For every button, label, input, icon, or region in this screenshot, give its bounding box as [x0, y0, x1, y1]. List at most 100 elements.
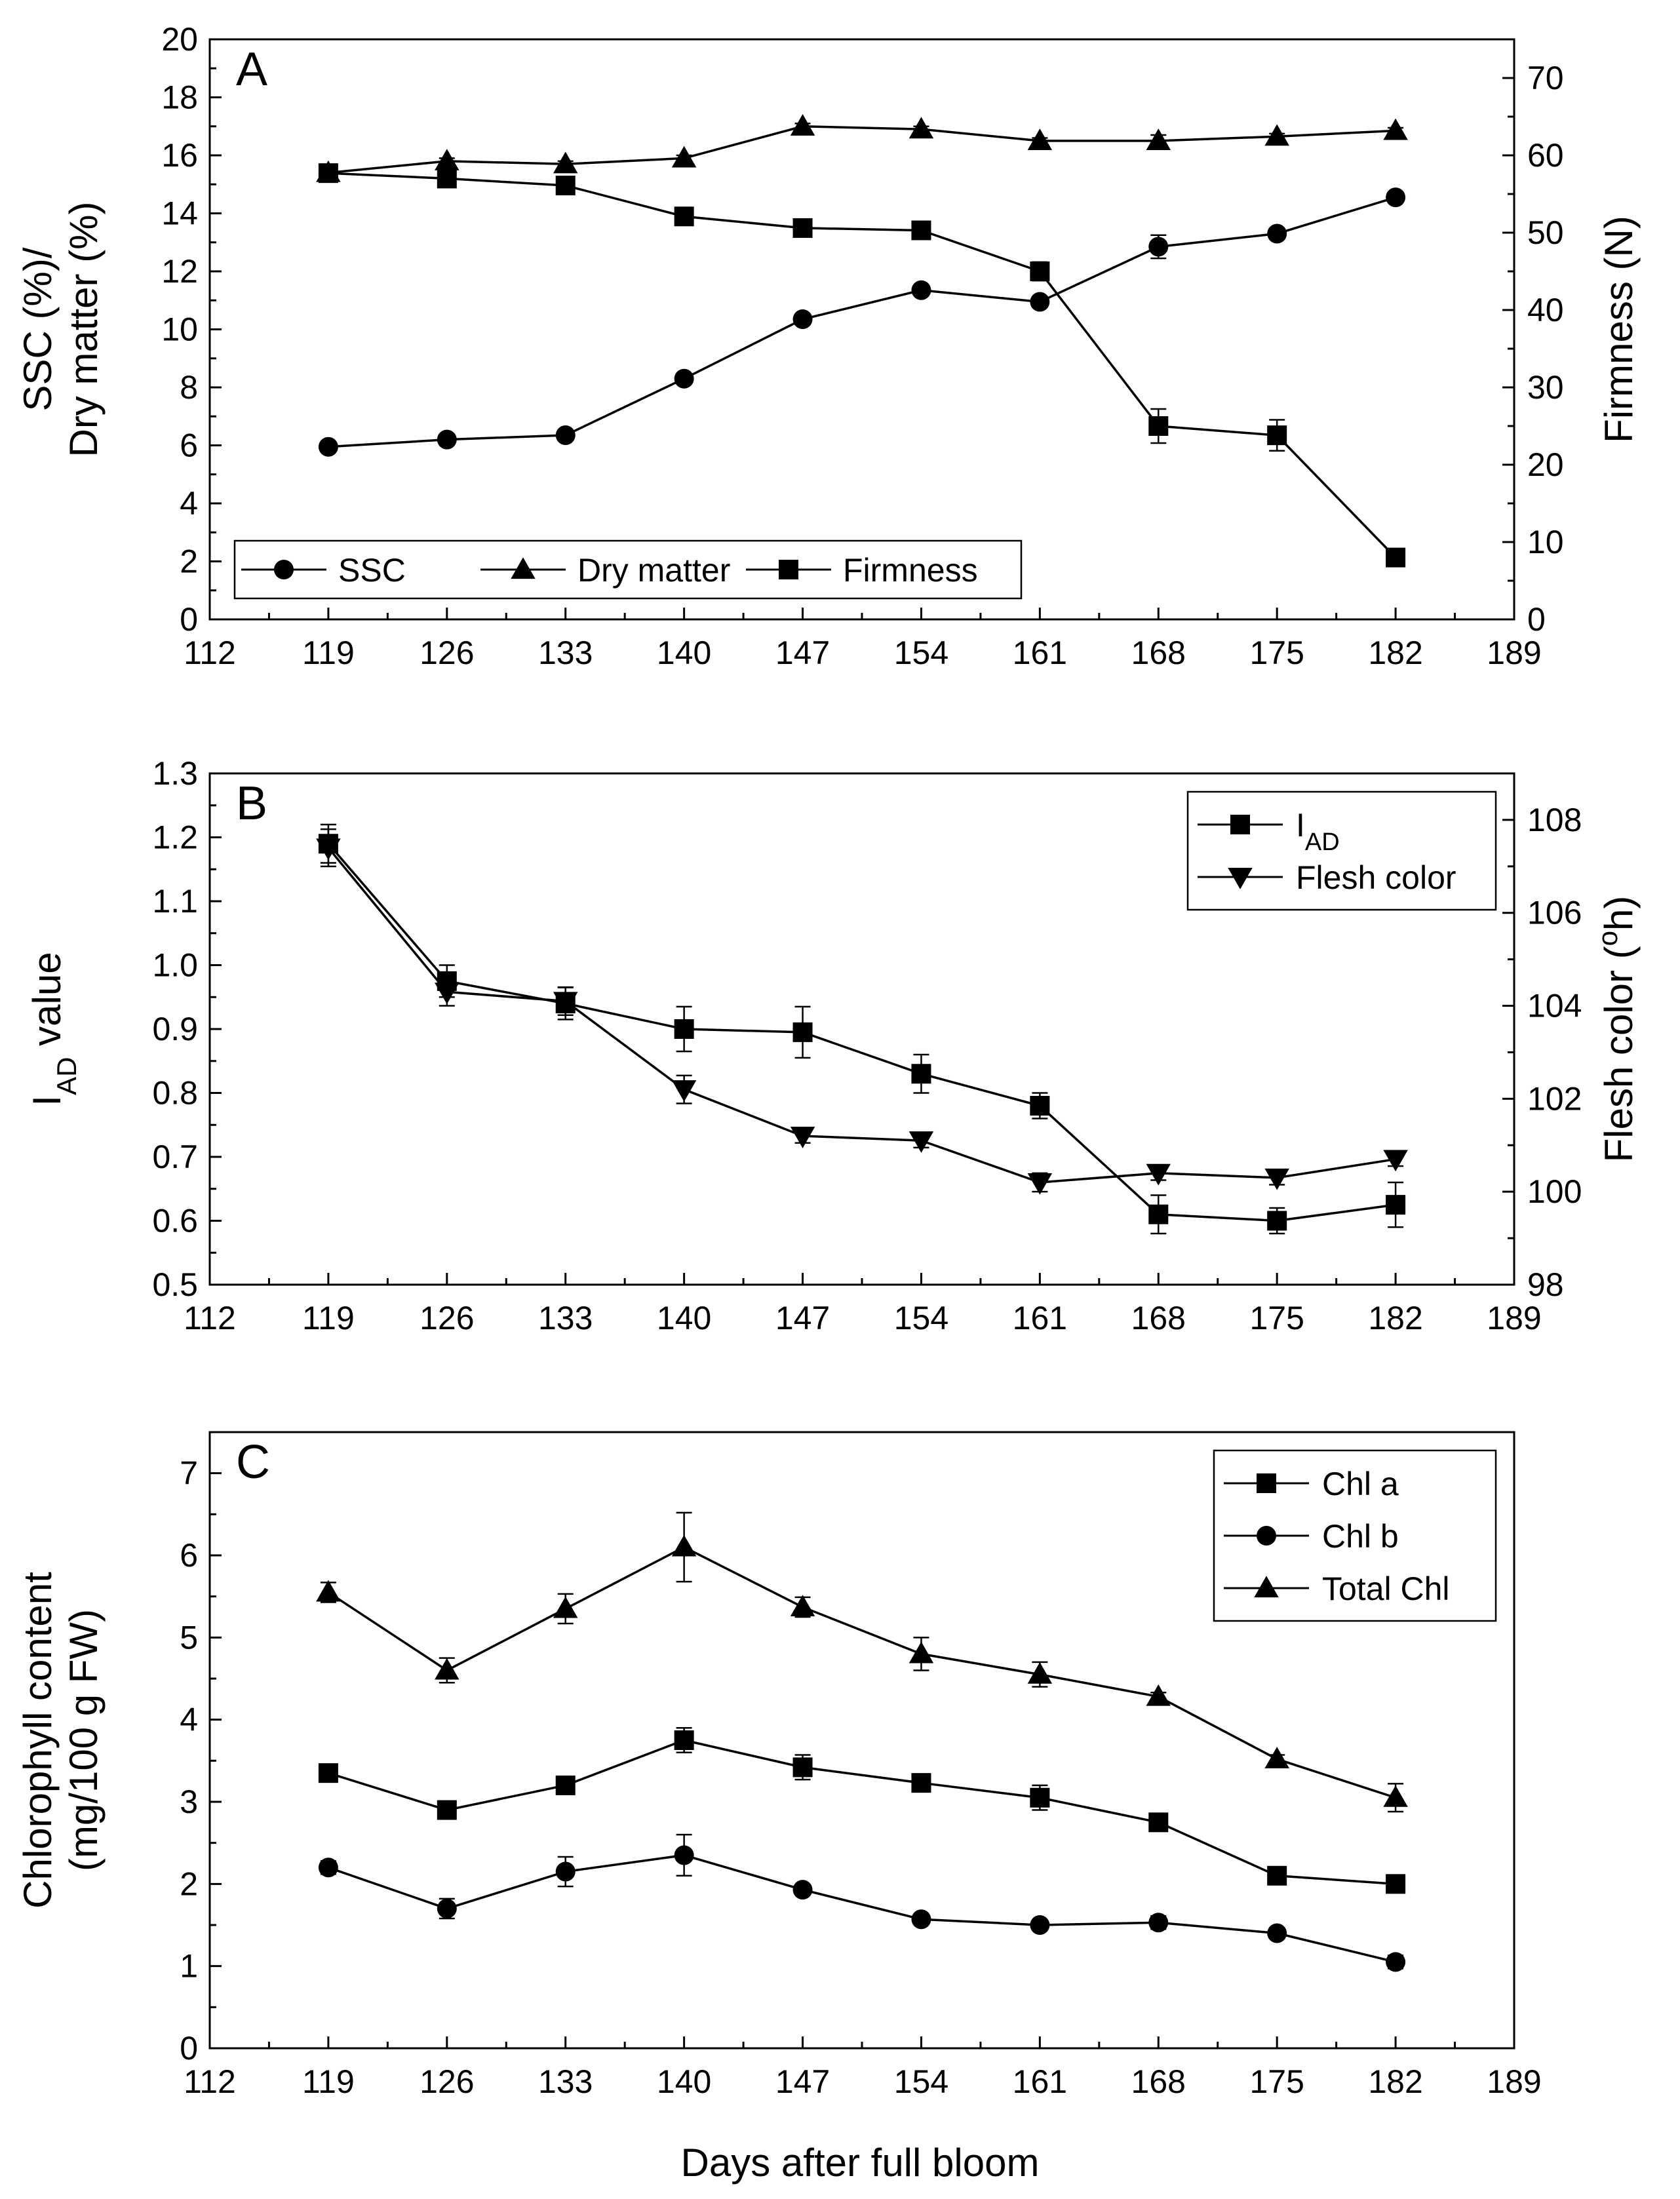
data-point — [1386, 547, 1406, 568]
data-point — [792, 1757, 813, 1778]
y-tick-label: 12 — [161, 253, 198, 290]
x-tick-label: 133 — [538, 1300, 593, 1336]
data-point — [435, 149, 459, 170]
data-point — [437, 1800, 457, 1820]
y2-tick-label: 108 — [1527, 802, 1582, 838]
x-tick-label: 182 — [1368, 1300, 1422, 1336]
y2-axis-title: Flesh color (oh) — [1592, 896, 1641, 1163]
y-tick-label: 5 — [180, 1619, 198, 1656]
chart-panel-b: B 112 119 126 133 140 147 154 161 168 175 182 189 0.5… — [25, 755, 1641, 1336]
y-tick-label: 6 — [180, 427, 198, 464]
y-tick-label: 18 — [161, 79, 198, 116]
data-point — [671, 1534, 697, 1557]
x-tick-label: 147 — [775, 634, 830, 671]
data-point — [555, 1861, 576, 1882]
y2-tick-label: 40 — [1527, 292, 1564, 328]
y2-tick-label: 102 — [1527, 1080, 1582, 1117]
y2-axis-title-main: Flesh color ( — [1597, 946, 1641, 1162]
data-point — [555, 425, 576, 446]
y-tick-label: 0.7 — [152, 1138, 198, 1175]
series-line — [327, 847, 1396, 1184]
data-point — [1386, 1952, 1406, 1972]
y-tick-label: 0.6 — [152, 1203, 198, 1239]
data-point — [1027, 1173, 1053, 1195]
legend-label: Flesh color — [1296, 859, 1456, 896]
series-chl-b — [318, 1833, 1406, 1972]
x-tick-label: 182 — [1368, 2063, 1422, 2100]
data-point — [1030, 1096, 1050, 1116]
legend-marker — [1230, 815, 1250, 834]
y2-tick-label: 60 — [1527, 137, 1564, 174]
y2-tick-label: 70 — [1527, 60, 1564, 96]
data-point — [911, 1773, 931, 1793]
data-point — [1267, 1211, 1287, 1231]
data-point — [911, 280, 931, 300]
x-tick-label: 189 — [1487, 2063, 1541, 2100]
data-point — [1030, 1787, 1050, 1808]
data-point — [1148, 237, 1169, 257]
plot-frame — [208, 38, 1515, 621]
series-dry-matter — [316, 114, 1408, 182]
data-point — [1383, 118, 1408, 140]
legend-marker — [1257, 1526, 1276, 1546]
x-tick-label: 126 — [420, 1300, 474, 1336]
series-line — [327, 843, 1396, 1222]
data-point — [1264, 1747, 1289, 1768]
data-point — [908, 117, 934, 139]
y2-tick-label: 30 — [1527, 369, 1564, 406]
x-tick-label: 112 — [184, 2063, 236, 2100]
y2-tick-label: 106 — [1527, 895, 1582, 931]
y-tick-label: 1 — [180, 1948, 198, 1985]
data-point — [792, 1880, 813, 1900]
legend-label: Dry matter — [577, 552, 730, 589]
panel-letter: A — [236, 43, 267, 96]
data-point — [1264, 1168, 1289, 1190]
x-tick-label: 126 — [420, 2063, 474, 2100]
x-tick-label: 133 — [538, 634, 593, 671]
legend-marker — [1257, 1473, 1276, 1493]
y-tick-label: 14 — [161, 195, 198, 232]
x-tick-label: 119 — [302, 1300, 355, 1336]
x-tick-label: 168 — [1131, 634, 1186, 671]
y-tick-label: 20 — [161, 21, 198, 58]
data-point — [437, 429, 457, 450]
x-tick-label: 161 — [1013, 2063, 1067, 2100]
y2-tick-label: 98 — [1527, 1266, 1564, 1303]
x-tick-label: 147 — [775, 1300, 830, 1336]
data-point — [908, 1131, 934, 1153]
x-tick-label: 168 — [1131, 1300, 1186, 1336]
y-tick-label: 2 — [180, 1865, 198, 1902]
data-point — [1383, 1785, 1408, 1807]
data-point — [671, 146, 697, 168]
y2-axis-title-rest: h) — [1597, 896, 1641, 931]
x-tick-label: 140 — [657, 1300, 711, 1336]
y-tick-label: 6 — [180, 1537, 198, 1574]
y2-tick-label: 104 — [1527, 988, 1582, 1024]
panel-letter: B — [236, 777, 267, 830]
x-tick-label: 140 — [657, 634, 711, 671]
x-tick-label: 189 — [1487, 1300, 1541, 1336]
x-tick-label: 168 — [1131, 2063, 1186, 2100]
data-point — [1267, 1865, 1287, 1886]
x-tick-label: 147 — [775, 2063, 830, 2100]
y-tick-label: 0.9 — [152, 1011, 198, 1047]
data-point — [1146, 128, 1171, 150]
x-tick-label: 119 — [302, 634, 355, 671]
y-tick-label: 1.3 — [152, 755, 198, 792]
data-point — [316, 1580, 341, 1602]
y-tick-label: 1.1 — [152, 883, 198, 920]
data-point — [318, 163, 338, 184]
y-axis-title: SSC (%)/ — [16, 247, 60, 411]
y-tick-label: 1.0 — [152, 947, 198, 984]
data-point — [792, 309, 813, 330]
data-point — [1386, 187, 1406, 208]
data-point — [1383, 1150, 1408, 1172]
data-point — [674, 1019, 694, 1039]
x-axis-title: Days after full bloom — [681, 2141, 1040, 2185]
legend: SSC Dry matter Firmness — [233, 539, 1023, 600]
legend-label: Chl b — [1322, 1518, 1399, 1555]
y2-tick-label: 100 — [1527, 1173, 1582, 1210]
legend-marker — [274, 560, 294, 579]
